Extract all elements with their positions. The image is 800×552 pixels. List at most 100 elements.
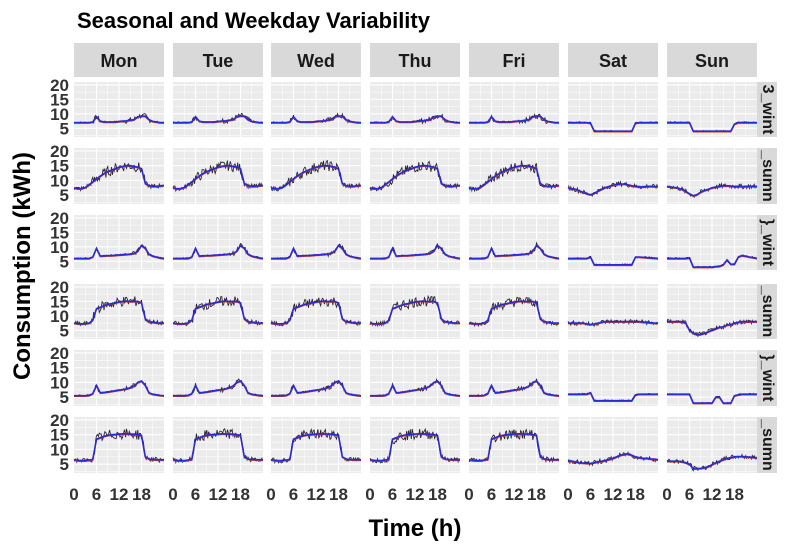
- x-tick-label: 18: [329, 485, 348, 504]
- y-tick-label: 20: [50, 278, 69, 297]
- x-tick-label: 12: [703, 485, 722, 504]
- facet-strip-mon: [74, 43, 164, 77]
- facet-strip-sat: [568, 43, 658, 77]
- series-mean-line: [74, 115, 164, 124]
- facet-strip-label: Mon: [101, 51, 138, 71]
- x-tick-label: 18: [231, 485, 250, 504]
- x-tick-label: 0: [266, 485, 275, 504]
- x-tick-label: 12: [209, 485, 228, 504]
- series-mean-line: [73, 164, 165, 190]
- y-tick-label: 5: [60, 455, 69, 474]
- series-mean-line: [270, 300, 361, 325]
- x-tick-label: 6: [191, 485, 200, 504]
- facet-row-strip: [757, 284, 777, 339]
- facet-row-label: 3_wint: [759, 85, 776, 135]
- series-raw-line: [369, 160, 460, 192]
- x-tick-label: 18: [626, 485, 645, 504]
- y-tick-label: 10: [50, 307, 69, 326]
- x-tick-label: 18: [527, 485, 546, 504]
- series-mean-line: [369, 164, 461, 190]
- x-tick-label: 6: [388, 485, 397, 504]
- x-tick-label: 0: [662, 485, 671, 504]
- series-mean-line: [271, 244, 362, 260]
- y-tick-label: 10: [50, 171, 69, 190]
- x-tick-label: 12: [110, 485, 129, 504]
- y-tick-label: 20: [50, 142, 69, 161]
- y-tick-label: 20: [50, 411, 69, 430]
- x-tick-label: 0: [69, 485, 78, 504]
- y-axis-label: Consumption (kWh): [9, 152, 36, 380]
- facet-strip-label: Wed: [297, 51, 335, 71]
- series-mean-line: [567, 183, 659, 196]
- x-tick-label: 18: [725, 485, 744, 504]
- facet-strip-label: Thu: [399, 51, 432, 71]
- series-mean-line: [568, 452, 659, 465]
- facet-strip-sun: [667, 43, 757, 77]
- y-tick-label: 5: [60, 186, 69, 205]
- facet-strip-label: Sat: [599, 51, 627, 71]
- x-tick-label: 6: [685, 485, 694, 504]
- series-mean-line: [468, 164, 560, 190]
- series-mean-line: [172, 433, 263, 462]
- facet-row-strip: [757, 350, 777, 406]
- x-tick-label: 0: [563, 485, 572, 504]
- facet-row-label: }_wint: [759, 219, 776, 267]
- series-mean-line: [270, 164, 362, 190]
- series-mean-line: [568, 391, 658, 402]
- series-mean-line: [667, 121, 757, 132]
- facet-row-strip: [757, 82, 777, 137]
- y-tick-label: 5: [60, 252, 69, 271]
- y-tick-label: 15: [50, 157, 69, 176]
- x-tick-label: 6: [586, 485, 595, 504]
- x-tick-label: 0: [464, 485, 473, 504]
- series-mean-line: [469, 115, 559, 124]
- facet-strip-wed: [271, 43, 361, 77]
- series-mean-line: [568, 121, 658, 132]
- y-tick-label: 15: [50, 292, 69, 311]
- series-mean-line: [469, 379, 560, 397]
- series-mean-line: [270, 433, 361, 462]
- y-tick-label: 10: [50, 105, 69, 124]
- series-mean-line: [468, 433, 559, 462]
- y-tick-label: 15: [50, 426, 69, 445]
- chart-title: Seasonal and Weekday Variability: [77, 8, 431, 33]
- facet-strip-thu: [370, 43, 460, 77]
- x-tick-label: 18: [428, 485, 447, 504]
- facet-row-strip: [757, 148, 777, 204]
- series-mean-line: [73, 433, 164, 462]
- y-tick-label: 15: [50, 90, 69, 109]
- x-tick-label: 0: [168, 485, 177, 504]
- y-tick-label: 10: [50, 440, 69, 459]
- y-tick-label: 10: [50, 373, 69, 392]
- facet-row-label: }_wint: [759, 354, 776, 402]
- series-mean-line: [667, 320, 757, 336]
- series-mean-line: [172, 300, 263, 325]
- series-mean-line: [667, 254, 758, 268]
- y-tick-label: 20: [50, 344, 69, 363]
- x-axis-label: Time (h): [369, 515, 462, 542]
- x-tick-label: 6: [487, 485, 496, 504]
- y-tick-label: 20: [50, 209, 69, 228]
- series-mean-line: [73, 300, 164, 325]
- y-tick-label: 15: [50, 223, 69, 242]
- series-mean-line: [568, 255, 659, 266]
- series-mean-line: [173, 244, 264, 260]
- series-mean-line: [369, 433, 460, 462]
- y-tick-label: 20: [50, 76, 69, 95]
- facet-strip-label: Fri: [502, 51, 525, 71]
- y-tick-label: 5: [60, 388, 69, 407]
- facet-row-label: _sumn: [759, 285, 776, 338]
- series-mean-line: [667, 455, 758, 470]
- series-mean-line: [271, 115, 361, 124]
- x-tick-label: 12: [307, 485, 326, 504]
- facet-row-strip: [757, 215, 777, 270]
- series-mean-line: [666, 184, 757, 197]
- y-tick-label: 15: [50, 359, 69, 378]
- series-mean-line: [469, 244, 560, 260]
- series-mean-line: [369, 300, 460, 325]
- series-mean-line: [74, 379, 165, 397]
- x-tick-label: 0: [365, 485, 374, 504]
- x-tick-label: 12: [406, 485, 425, 504]
- facet-strip-label: Tue: [203, 51, 234, 71]
